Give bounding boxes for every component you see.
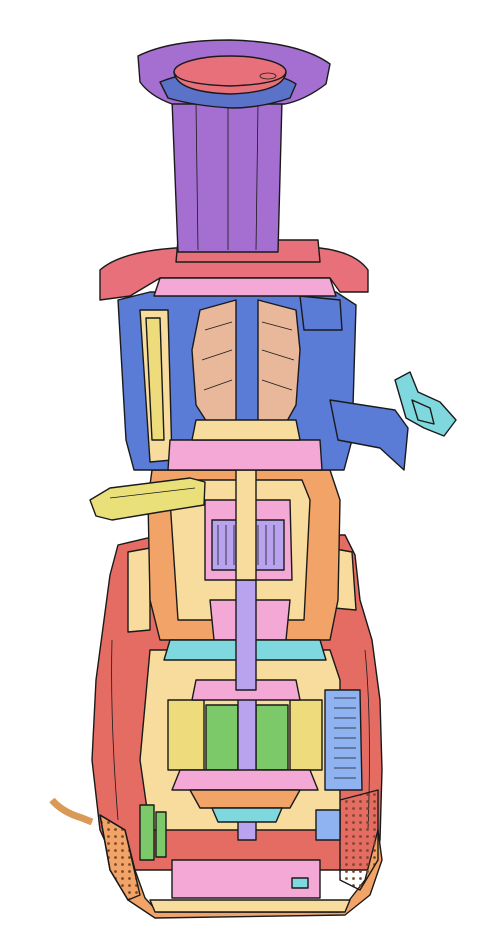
feed-hopper (137, 39, 331, 253)
motor (139, 649, 341, 861)
auger (191, 299, 301, 441)
pulp-outlet (329, 371, 457, 471)
juicing-lid (99, 239, 369, 301)
pusher-cap (173, 55, 287, 95)
juicing-chamber (117, 291, 357, 471)
base (99, 789, 383, 919)
juice-spout (89, 477, 206, 521)
power-cord (49, 797, 94, 826)
heatsink (324, 689, 363, 791)
